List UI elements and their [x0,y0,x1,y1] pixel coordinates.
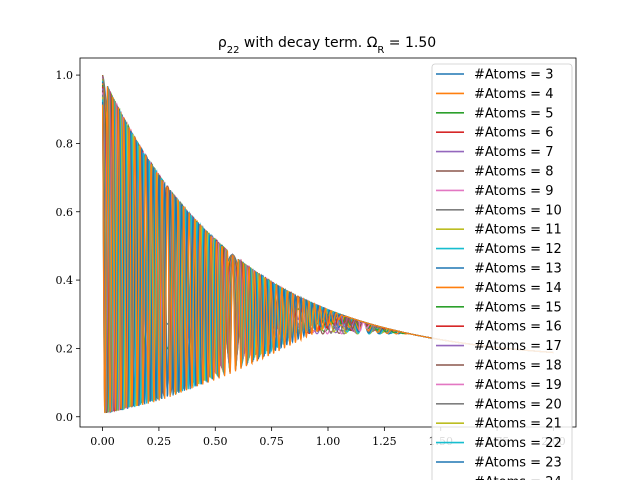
legend-label: #Atoms = 17 [474,339,562,354]
y-tick-label: 0.4 [56,274,74,287]
x-tick-label: 0.50 [203,435,228,448]
x-tick-label: 0.25 [147,435,172,448]
y-tick-label: 0.6 [56,206,74,219]
legend-label: #Atoms = 3 [474,68,553,83]
x-tick-label: 1.00 [316,435,341,448]
chart-title: ρ22 with decay term. ΩR = 1.50 [218,35,436,56]
x-tick-label: 0.75 [259,435,284,448]
legend-label: #Atoms = 5 [474,106,553,121]
y-axis: 0.0 0.2 0.4 0.6 0.8 1.0 [56,69,80,424]
legend-label: #Atoms = 13 [474,262,562,277]
legend-label: #Atoms = 6 [474,126,553,141]
y-tick-label: 0.2 [56,342,74,355]
legend-label: #Atoms = 10 [474,203,562,218]
x-tick-label: 0.00 [90,435,115,448]
y-tick-label: 0.0 [56,411,74,424]
legend-label: #Atoms = 9 [474,184,553,199]
legend-label: #Atoms = 14 [474,281,562,296]
legend-label: #Atoms = 4 [474,87,553,102]
legend-label: #Atoms = 21 [474,417,562,432]
legend: #Atoms = 3 #Atoms = 4 #Atoms = 5 #Atoms = 6… [431,63,573,480]
y-tick-label: 0.8 [56,137,74,150]
legend-label: #Atoms = 16 [474,320,562,335]
legend-label: #Atoms = 12 [474,242,562,257]
legend-label: #Atoms = 19 [474,378,562,393]
legend-label: #Atoms = 7 [474,145,553,160]
legend-label: #Atoms = 8 [474,165,553,180]
legend-label: #Atoms = 11 [474,223,562,238]
legend-label: #Atoms = 23 [474,456,562,471]
x-tick-label: 1.25 [372,435,397,448]
legend-box [431,63,573,480]
legend-label: #Atoms = 22 [474,436,562,451]
legend-label: #Atoms = 18 [474,359,562,374]
legend-label: #Atoms = 24 [474,475,562,480]
legend-label: #Atoms = 20 [474,397,562,412]
y-tick-label: 1.0 [56,69,74,82]
legend-label: #Atoms = 15 [474,300,562,315]
